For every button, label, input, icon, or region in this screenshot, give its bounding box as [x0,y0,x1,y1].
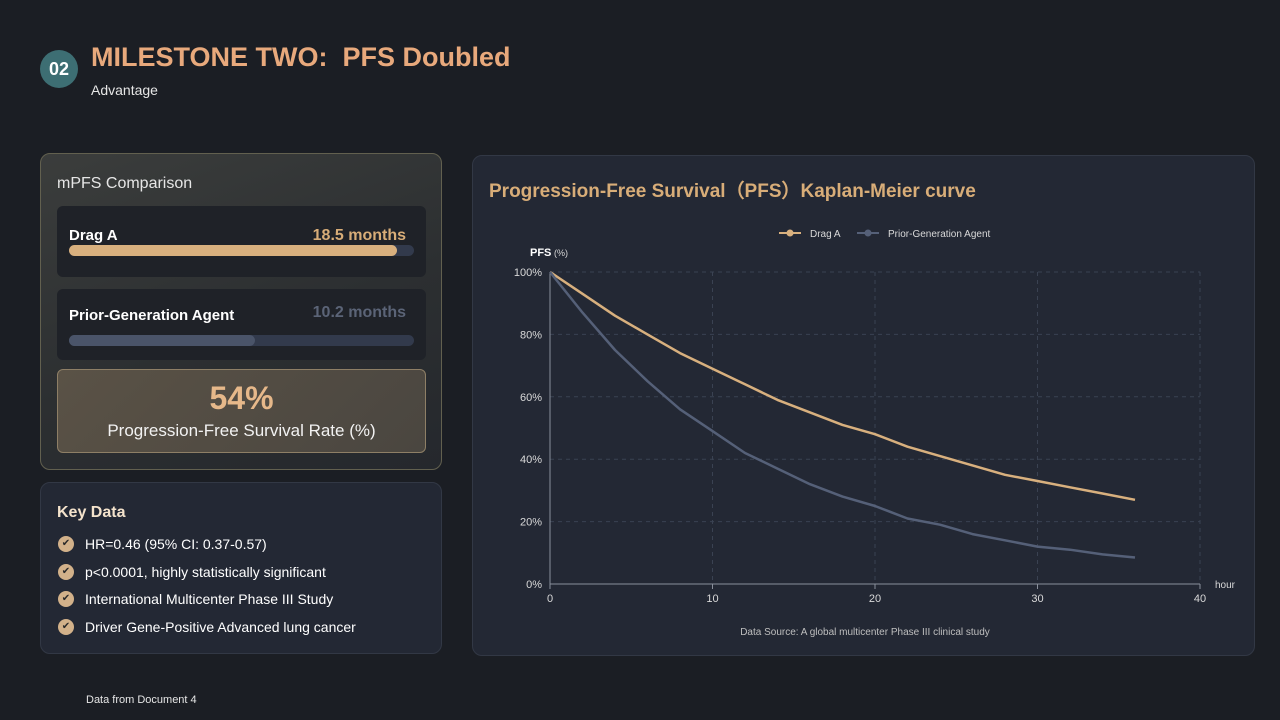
x-tick-label: 10 [706,593,718,605]
check-icon: ✔ [58,591,74,607]
page-title: MILESTONE TWO: PFS Doubled [91,42,511,72]
legend-label: Drag A [810,229,841,240]
chart-title: Progression-Free Survival（PFS）Kaplan-Mei… [489,181,976,202]
x-tick-label: 0 [547,593,553,605]
key-data-text: p<0.0001, highly statistically significa… [85,563,326,580]
check-icon: ✔ [58,618,74,635]
pfs-km-chart: 0% 20% 40% 60% 80% 100% 0 10 20 30 40 PFS (%) hour Dra… [514,229,1236,638]
pfs-chart-card: Progression-Free Survival（PFS）Kaplan-Mei… [472,155,1255,656]
footer-note: Data from Document 4 [86,694,197,706]
key-data-item: ✔ Driver Gene-Positive Advanced lung canc… [57,618,356,646]
legend-marker-icon [864,229,872,237]
key-data-text: Driver Gene-Positive Advanced lung cance… [85,618,356,635]
key-data-card: Key Data ✔ HR=0.46 (95% CI: 0.37-0.57) ✔ p… [40,482,442,654]
mpfs-row-value: 18.5 months [312,227,406,244]
mpfs-row-drag-a: Drag A 18.5 months [57,206,426,277]
check-icon: ✔ [58,536,74,552]
mpfs-progress-track [69,245,414,256]
mpfs-row-value: 10.2 months [312,304,406,321]
pfs-rate-label: Progression-Free Survival Rate (%) [107,421,376,440]
key-data-title: Key Data [57,504,126,521]
x-tick-label: 40 [1194,593,1206,605]
mpfs-progress-track [69,335,414,346]
mpfs-row-label: Drag A [69,227,118,244]
x-axis-label: hour [1215,580,1236,591]
key-data-item: ✔ p<0.0001, highly statistically signific… [57,563,356,591]
pfs-rate-value: 54% [209,380,274,416]
key-data-item: ✔ International Multicenter Phase III Stu… [57,590,356,618]
y-tick-label: 80% [520,329,542,341]
mpfs-progress-fill [69,335,256,346]
series-line [549,271,1136,559]
y-tick-label: 40% [520,454,542,466]
y-axis-label: PFS [530,247,551,259]
section-number-badge: 02 [40,50,78,88]
x-tick-label: 30 [1031,593,1043,605]
key-data-text: International Multicenter Phase III Stud… [85,591,334,607]
key-data-text: HR=0.46 (95% CI: 0.37-0.57) [85,536,267,552]
mpfs-card-title: mPFS Comparison [57,175,193,192]
page-subtitle: Advantage [91,82,158,98]
legend-marker-icon [786,229,794,237]
x-tick-label: 20 [869,593,881,605]
series-line [549,270,1136,502]
legend-label: Prior-Generation Agent [888,229,991,240]
key-data-list: ✔ HR=0.46 (95% CI: 0.37-0.57) ✔ p<0.0001, … [57,535,356,645]
pfs-rate-stat: 54% Progression-Free Survival Rate (%) [57,369,426,453]
mpfs-row-prior-agent: Prior-Generation Agent 10.2 months [57,289,426,360]
y-tick-label: 0% [526,579,542,591]
y-tick-label: 20% [520,517,542,529]
y-tick-label: 60% [520,392,542,404]
mpfs-row-label: Prior-Generation Agent [69,307,235,324]
y-axis-unit: (%) [554,248,568,258]
mpfs-comparison-card: mPFS Comparison Drag A 18.5 months Prior… [40,153,442,470]
key-data-item: ✔ HR=0.46 (95% CI: 0.37-0.57) [57,535,356,563]
y-tick-label: 100% [514,267,542,279]
mpfs-progress-fill [69,245,397,256]
chart-source-note: Data Source: A global multicenter Phase … [740,627,990,638]
check-icon: ✔ [58,563,74,580]
